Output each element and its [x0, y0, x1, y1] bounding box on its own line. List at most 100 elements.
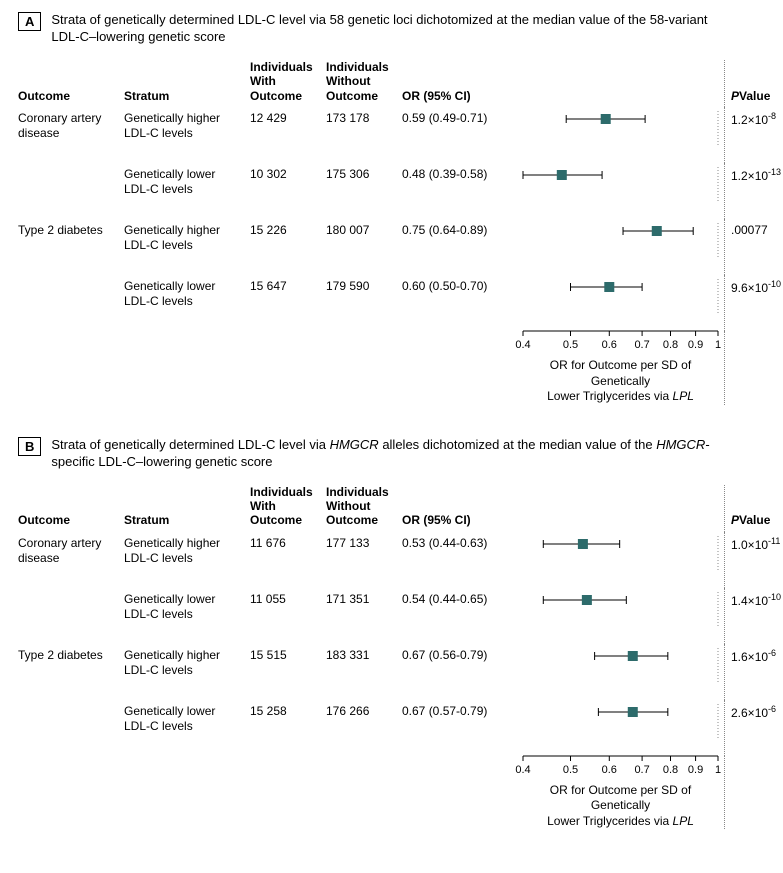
without-cell: 171 351	[326, 588, 396, 644]
axis-title: OR for Outcome per SD of GeneticallyLowe…	[523, 783, 718, 830]
col-pvalue: P Value	[724, 485, 783, 532]
col-forest	[523, 60, 718, 107]
or-cell: 0.60 (0.50-0.70)	[402, 275, 517, 331]
col-without: IndividualsWithoutOutcome	[326, 485, 396, 532]
stratum-cell: Genetically lower LDL-C levels	[124, 588, 244, 644]
forest-cell	[523, 219, 718, 275]
with-cell: 12 429	[250, 107, 320, 163]
col-pvalue: P Value	[724, 60, 783, 107]
col-stratum: Stratum	[124, 485, 244, 532]
with-cell: 15 647	[250, 275, 320, 331]
with-cell: 15 515	[250, 644, 320, 700]
without-cell: 177 133	[326, 532, 396, 588]
axis-cell: 0.40.50.60.70.80.91OR for Outcome per SD…	[523, 331, 718, 405]
col-outcome: Outcome	[18, 485, 118, 532]
outcome-cell	[18, 700, 118, 756]
panel-header: AStrata of genetically determined LDL-C …	[18, 12, 765, 46]
or-cell: 0.53 (0.44-0.63)	[402, 532, 517, 588]
svg-text:1: 1	[715, 339, 721, 351]
axis-svg: 0.40.50.60.70.80.91	[523, 756, 718, 778]
svg-text:0.8: 0.8	[663, 764, 678, 776]
svg-text:1: 1	[715, 764, 721, 776]
forest-row-svg	[523, 704, 718, 740]
col-forest	[523, 485, 718, 532]
outcome-cell	[18, 163, 118, 219]
col-stratum: Stratum	[124, 60, 244, 107]
outcome-cell	[18, 588, 118, 644]
col-without: IndividualsWithoutOutcome	[326, 60, 396, 107]
axis-title: OR for Outcome per SD of GeneticallyLowe…	[523, 358, 718, 405]
pvalue-cell: 9.6×10-10	[724, 275, 783, 331]
pvalue-cell: .00077	[724, 219, 783, 275]
with-cell: 11 055	[250, 588, 320, 644]
without-cell: 176 266	[326, 700, 396, 756]
stratum-cell: Genetically higher LDL-C levels	[124, 219, 244, 275]
forest-cell	[523, 700, 718, 756]
forest-row-svg	[523, 279, 718, 315]
stratum-cell: Genetically higher LDL-C levels	[124, 644, 244, 700]
with-cell: 11 676	[250, 532, 320, 588]
with-cell: 15 226	[250, 219, 320, 275]
forest-grid: OutcomeStratumIndividualsWithOutcomeIndi…	[18, 485, 765, 756]
with-cell: 15 258	[250, 700, 320, 756]
svg-text:0.7: 0.7	[634, 339, 649, 351]
or-cell: 0.67 (0.57-0.79)	[402, 700, 517, 756]
forest-row-svg	[523, 111, 718, 147]
outcome-cell: Coronary artery disease	[18, 107, 118, 163]
stratum-cell: Genetically lower LDL-C levels	[124, 163, 244, 219]
svg-text:0.5: 0.5	[563, 339, 578, 351]
axis-row: 0.40.50.60.70.80.91OR for Outcome per SD…	[18, 756, 765, 830]
svg-text:0.8: 0.8	[663, 339, 678, 351]
forest-cell	[523, 644, 718, 700]
pvalue-cell: 1.0×10-11	[724, 532, 783, 588]
forest-cell	[523, 275, 718, 331]
pvalue-cell: 1.2×10-8	[724, 107, 783, 163]
forest-row-svg	[523, 648, 718, 684]
pvalue-cell: 1.4×10-10	[724, 588, 783, 644]
with-cell: 10 302	[250, 163, 320, 219]
forest-row-svg	[523, 536, 718, 572]
col-or: OR (95% CI)	[402, 485, 517, 532]
stratum-cell: Genetically lower LDL-C levels	[124, 700, 244, 756]
stratum-cell: Genetically higher LDL-C levels	[124, 532, 244, 588]
without-cell: 175 306	[326, 163, 396, 219]
svg-text:0.4: 0.4	[515, 339, 530, 351]
outcome-cell	[18, 275, 118, 331]
stratum-cell: Genetically higher LDL-C levels	[124, 107, 244, 163]
svg-text:0.5: 0.5	[563, 764, 578, 776]
stratum-cell: Genetically lower LDL-C levels	[124, 275, 244, 331]
forest-cell	[523, 588, 718, 644]
or-cell: 0.59 (0.49-0.71)	[402, 107, 517, 163]
panel-title: Strata of genetically determined LDL-C l…	[51, 437, 731, 471]
axis-svg: 0.40.50.60.70.80.91	[523, 331, 718, 353]
col-or: OR (95% CI)	[402, 60, 517, 107]
or-cell: 0.75 (0.64-0.89)	[402, 219, 517, 275]
svg-text:0.6: 0.6	[602, 339, 617, 351]
svg-text:0.9: 0.9	[688, 764, 703, 776]
forest-cell	[523, 163, 718, 219]
or-cell: 0.48 (0.39-0.58)	[402, 163, 517, 219]
panel: AStrata of genetically determined LDL-C …	[18, 12, 765, 405]
forest-row-svg	[523, 592, 718, 628]
svg-text:0.6: 0.6	[602, 764, 617, 776]
without-cell: 180 007	[326, 219, 396, 275]
col-outcome: Outcome	[18, 60, 118, 107]
forest-row-svg	[523, 167, 718, 203]
svg-text:0.4: 0.4	[515, 764, 530, 776]
panel-letter: B	[18, 437, 41, 456]
pvalue-cell: 1.6×10-6	[724, 644, 783, 700]
or-cell: 0.54 (0.44-0.65)	[402, 588, 517, 644]
forest-grid: OutcomeStratumIndividualsWithOutcomeIndi…	[18, 60, 765, 331]
panel-title: Strata of genetically determined LDL-C l…	[51, 12, 731, 46]
axis-row: 0.4 0.5 0.6 0.7 0.8 0.9 1 OR for Outcome per SD…	[18, 331, 765, 405]
or-cell: 0.67 (0.56-0.79)	[402, 644, 517, 700]
outcome-cell: Coronary artery disease	[18, 532, 118, 588]
svg-text:0.9: 0.9	[688, 339, 703, 351]
pvalue-cell: 1.2×10-13	[724, 163, 783, 219]
outcome-cell: Type 2 diabetes	[18, 219, 118, 275]
forest-row-svg	[523, 223, 718, 259]
panel-header: B Strata of genetically determined LDL-C …	[18, 437, 765, 471]
pvalue-cell: 2.6×10-6	[724, 700, 783, 756]
panel: B Strata of genetically determined LDL-C …	[18, 437, 765, 830]
without-cell: 179 590	[326, 275, 396, 331]
